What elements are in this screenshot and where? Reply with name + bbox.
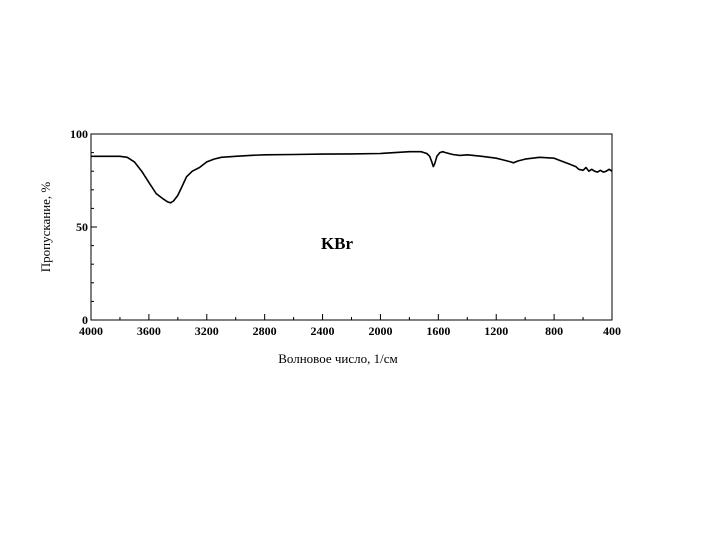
x-axis-title: Волновое число, 1/см: [278, 351, 398, 366]
transmittance-line: [91, 150, 613, 204]
y-tick-label: 0: [82, 313, 88, 327]
x-tick-label: 2800: [253, 324, 277, 338]
x-tick-label: 400: [603, 324, 621, 338]
annotation-kbr: KBr: [321, 234, 354, 253]
plot-frame: [90, 133, 613, 321]
x-tick-label: 1200: [484, 324, 508, 338]
x-tick-label: 4000: [79, 324, 103, 338]
y-tick-label: 50: [76, 220, 88, 234]
x-axis-ticks: 4000 3600 3200 2800 2400 2000 1600 1200 800 400: [79, 314, 621, 338]
y-axis-title: Пропускание, %: [38, 182, 53, 273]
x-tick-label: 2400: [311, 324, 335, 338]
x-tick-label: 2000: [368, 324, 392, 338]
x-tick-label: 800: [545, 324, 563, 338]
y-tick-label: 100: [70, 127, 88, 141]
x-tick-label: 1600: [426, 324, 450, 338]
x-tick-label: 3600: [137, 324, 161, 338]
x-tick-label: 3200: [195, 324, 219, 338]
y-axis-ticks: 0 50 100: [70, 127, 97, 327]
